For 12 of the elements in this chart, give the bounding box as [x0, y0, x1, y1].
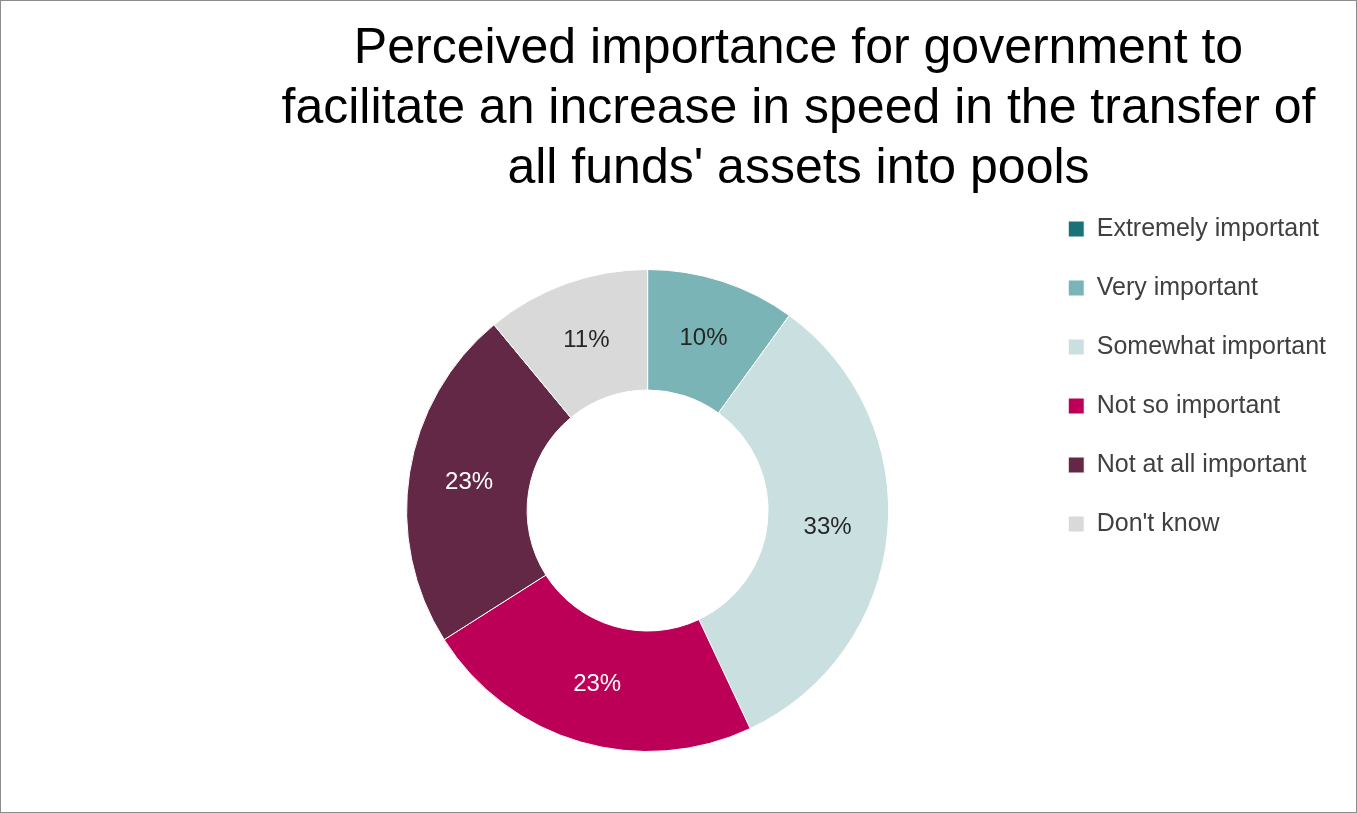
data-label: 10%	[679, 323, 728, 351]
legend-label: Very important	[1096, 271, 1258, 300]
legend-label: Not at all important	[1096, 448, 1307, 477]
data-label: 23%	[445, 466, 494, 494]
chart-title: Perceived importance for government to facilitate an increase in speed in the transfer of all funds' assets into pools	[281, 17, 1316, 194]
legend-label: Somewhat important	[1096, 330, 1327, 359]
data-label: 11%	[563, 325, 610, 353]
legend-label: Extremely important	[1096, 212, 1320, 241]
legend-label: Don't know	[1096, 507, 1221, 536]
data-label: 33%	[803, 512, 852, 540]
legend-label: Not so important	[1096, 389, 1281, 418]
data-label: 23%	[573, 668, 622, 696]
